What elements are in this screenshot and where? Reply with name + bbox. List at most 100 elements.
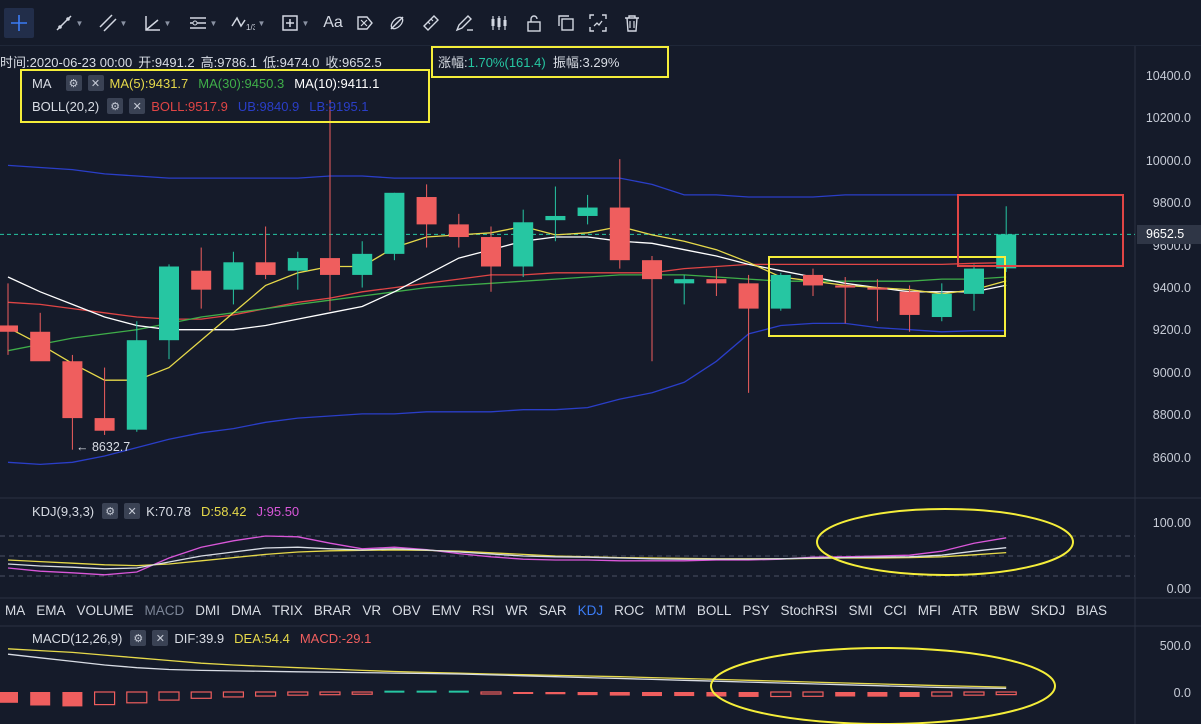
indicator-tab-atr[interactable]: ATR — [952, 603, 978, 618]
ma5-value: MA(5):9431.7 — [109, 75, 189, 91]
macd-axis-label: 0.0 — [1173, 686, 1191, 700]
highlight-box-consolidation — [768, 256, 1006, 337]
macd-histogram-bar — [190, 691, 212, 699]
ma-settings-button[interactable]: ⚙ — [65, 75, 82, 91]
ma10-value: MA(10):9411.1 — [294, 75, 380, 91]
pattern-tool-button[interactable] — [352, 8, 378, 38]
kdj-close-button[interactable]: ✕ — [124, 503, 141, 519]
kdj-j-line — [7, 535, 1007, 576]
chart-canvas[interactable] — [0, 46, 1201, 724]
macd-histogram-bar — [287, 691, 309, 696]
indicator-tab-psy[interactable]: PSY — [742, 603, 770, 618]
indicator-tab-stochrsi[interactable]: StochRSI — [780, 603, 838, 618]
macd-histogram-bar — [802, 691, 824, 697]
indicator-tab-mfi[interactable]: MFI — [917, 603, 941, 618]
indicator-tab-brar[interactable]: BRAR — [313, 603, 352, 618]
indicator-tab-rsi[interactable]: RSI — [471, 603, 495, 618]
lock-tool-button[interactable] — [522, 8, 546, 38]
angle-icon — [144, 16, 160, 31]
candle-body — [448, 224, 469, 238]
text-tool-button[interactable]: Aa — [323, 14, 343, 31]
indicator-tab-smi[interactable]: SMI — [848, 603, 873, 618]
indicator-tab-trix[interactable]: TRIX — [272, 603, 303, 618]
indicator-tab-emv[interactable]: EMV — [431, 603, 461, 618]
macd-close-button[interactable]: ✕ — [152, 630, 169, 646]
boll-upper-band — [7, 164, 1007, 198]
indicator-tab-vr[interactable]: VR — [362, 603, 382, 618]
boll-settings-button[interactable]: ⚙ — [107, 98, 124, 114]
candle-body — [384, 192, 405, 254]
indicator-tab-wr[interactable]: WR — [505, 603, 528, 618]
indicator-tab-macd[interactable]: MACD — [144, 603, 185, 618]
macd-legend-name: MACD(12,26,9) — [32, 630, 123, 646]
info-open: 开:9491.2 — [138, 55, 195, 70]
lock-icon — [527, 15, 541, 32]
indicator-tab-skdj[interactable]: SKDJ — [1030, 603, 1066, 618]
macd-histogram-bar — [62, 692, 83, 707]
indicator-tab-ema[interactable]: EMA — [36, 603, 66, 618]
wave-icon: 1/3 — [230, 16, 255, 32]
candle-body — [159, 266, 179, 341]
candle-body — [867, 287, 888, 290]
indicator-tab-dma[interactable]: DMA — [231, 603, 262, 618]
macd-histogram-bar — [480, 691, 502, 695]
ma-close-button[interactable]: ✕ — [87, 75, 104, 91]
copy-tool-button[interactable] — [554, 8, 578, 38]
indicator-tab-cci[interactable]: CCI — [883, 603, 907, 618]
delete-tool-button[interactable] — [620, 8, 644, 38]
indicator-tab-obv[interactable]: OBV — [392, 603, 421, 618]
candle-body — [481, 237, 501, 267]
boll-close-button[interactable]: ✕ — [129, 98, 146, 114]
channel-tool-button[interactable]: ▼ — [96, 8, 130, 38]
crosshair-tool-button[interactable] — [4, 8, 34, 38]
angle-tool-button[interactable]: ▼ — [140, 8, 174, 38]
candle-body — [416, 197, 437, 225]
wave-tool-button[interactable]: 1/3 ▼ — [230, 8, 266, 38]
pencil-tool-button[interactable] — [452, 8, 478, 38]
highlight-ellipse-macd — [710, 647, 1056, 724]
candles-tool-button[interactable] — [486, 8, 512, 38]
ma10-line — [7, 236, 1007, 331]
candle-body — [191, 270, 212, 290]
candle-body — [803, 274, 823, 286]
price-axis-label: 10000.0 — [1145, 153, 1191, 168]
highlight-ellipse-kdj — [816, 508, 1074, 576]
indicator-tab-boll[interactable]: BOLL — [696, 603, 732, 618]
trend-line-tool-button[interactable]: ▼ — [52, 8, 86, 38]
price-axis-label: 9400.0 — [1152, 281, 1191, 295]
ruler-tool-button[interactable] — [418, 8, 444, 38]
indicator-tab-ma[interactable]: MA — [5, 603, 26, 618]
indicator-tab-roc[interactable]: ROC — [614, 603, 645, 618]
measure-tool-button[interactable]: ▼ — [278, 8, 312, 38]
visibility-tool-button[interactable] — [384, 8, 410, 38]
kdj-j-value: J:95.50 — [256, 503, 300, 519]
candle-body — [609, 207, 630, 261]
indicator-tab-bbw[interactable]: BBW — [989, 603, 1020, 618]
info-time: 时间:2020-06-23 00:00 — [0, 55, 133, 70]
indicator-tab-mtm[interactable]: MTM — [655, 603, 686, 618]
indicator-tab-kdj[interactable]: KDJ — [577, 603, 604, 618]
highlight-box-breakout — [957, 194, 1124, 267]
macd-histogram-bar — [738, 692, 759, 697]
indicator-tab-bias[interactable]: BIAS — [1076, 603, 1108, 618]
drawing-toolbar: ▼ ▼ ▼ ▼ 1/3 ▼ ▼ Aa — [0, 0, 1201, 46]
kdj-legend-name: KDJ(9,3,3) — [32, 503, 95, 519]
macd-histogram-bar — [126, 691, 148, 704]
kdj-legend: KDJ(9,3,3) ⚙ ✕ K:70.78 D:58.42 J:95.50 — [32, 503, 309, 519]
kdj-axis-label: 100.00 — [1152, 516, 1191, 530]
kdj-settings-button[interactable]: ⚙ — [102, 503, 119, 519]
screenshot-tool-button[interactable] — [586, 8, 610, 38]
macd-histogram-bar — [867, 692, 888, 697]
indicator-tab-volume[interactable]: VOLUME — [76, 603, 134, 618]
gear-icon: ⚙ — [110, 100, 121, 113]
indicator-tab-sar[interactable]: SAR — [538, 603, 567, 618]
macd-settings-button[interactable]: ⚙ — [130, 630, 147, 646]
ruler-icon — [423, 15, 439, 31]
current-price-tag: 9652.5 — [1137, 225, 1201, 244]
indicator-tab-dmi[interactable]: DMI — [195, 603, 221, 618]
macd-histogram-bar — [995, 691, 1017, 696]
macd-hist-value: MACD:-29.1 — [299, 630, 372, 646]
fib-tool-button[interactable]: ▼ — [186, 8, 220, 38]
candle-body — [706, 279, 727, 284]
macd-axis-label: 500.0 — [1159, 639, 1191, 653]
